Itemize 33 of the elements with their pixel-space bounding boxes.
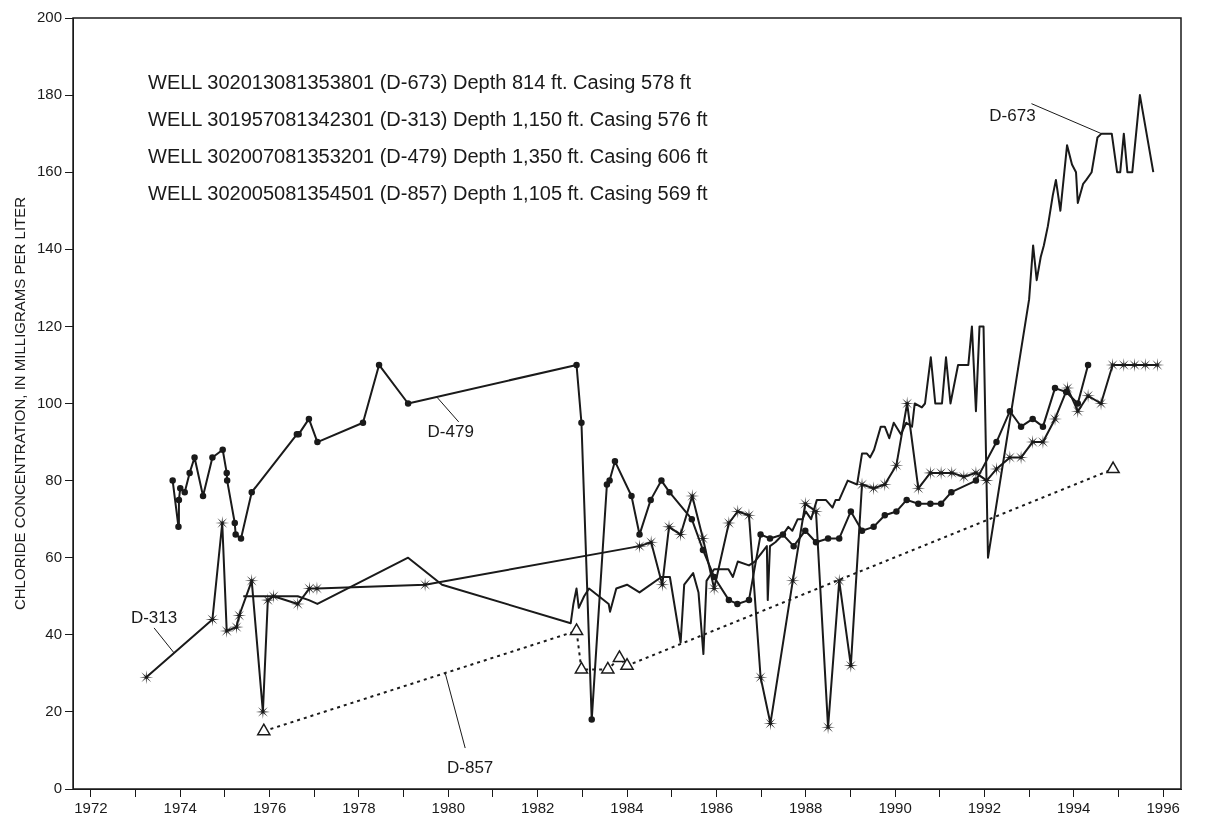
annotation: WELL 301957081342301 (D-313) Depth 1,150 ft. Casing 576 ft (148, 107, 708, 132)
y-tick-label: 80 (45, 470, 63, 488)
x-tick-label: 1982 (520, 799, 555, 817)
y-axis-title: CHLORIDE CONCENTRATION, IN MILLIGRAMS PER LITER (11, 196, 29, 611)
y-tick-label: 0 (53, 779, 63, 797)
x-tick-label: 1992 (967, 799, 1002, 817)
x-tick-label: 1976 (252, 799, 287, 817)
annotation: WELL 302005081354501 (D-857) Depth 1,105 ft. Casing 569 ft (148, 181, 708, 206)
y-tick-label: 20 (45, 702, 63, 720)
x-tick-label: 1984 (610, 799, 644, 817)
series-label: D-479 (427, 421, 474, 441)
annotation: WELL 302007081353201 (D-479) Depth 1,350 ft. Casing 606 ft (148, 144, 708, 169)
annotation: WELL 302013081353801 (D-673) Depth 814 ft. Casing 578 ft (148, 70, 692, 95)
legend-label: D-673 (989, 106, 1036, 126)
y-tick-label: 200 (37, 8, 63, 26)
y-tick-label: 40 (45, 624, 63, 642)
y-tick-label: 60 (45, 547, 63, 565)
y-tick-label: 140 (37, 239, 63, 257)
x-tick-label: 1994 (1057, 799, 1091, 817)
x-tick-label: 1986 (699, 799, 734, 817)
y-tick-label: 120 (37, 316, 63, 334)
series-label: D-313 (130, 607, 178, 627)
x-tick-label: 1978 (342, 799, 376, 817)
x-tick-label: 1990 (878, 799, 912, 817)
y-tick-label: 160 (37, 162, 63, 180)
y-tick-label: 180 (37, 85, 63, 103)
y-tick-label: 100 (37, 393, 63, 411)
x-tick-label: 1996 (1146, 799, 1180, 817)
x-tick-label: 1974 (163, 799, 197, 817)
x-tick-label: 1972 (74, 799, 108, 817)
x-tick-label: 1988 (789, 799, 823, 817)
x-tick-label: 1980 (431, 799, 465, 817)
text: D-857 (447, 757, 494, 777)
